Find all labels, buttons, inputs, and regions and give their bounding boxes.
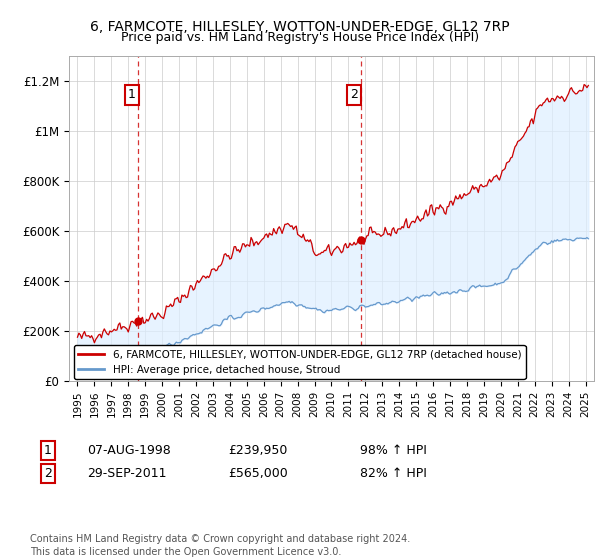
Text: 2: 2	[44, 466, 52, 480]
Text: 1: 1	[128, 88, 136, 101]
Text: 1: 1	[44, 444, 52, 458]
Text: 98% ↑ HPI: 98% ↑ HPI	[360, 444, 427, 458]
Text: 07-AUG-1998: 07-AUG-1998	[87, 444, 171, 458]
Text: 29-SEP-2011: 29-SEP-2011	[87, 466, 167, 480]
Text: Contains HM Land Registry data © Crown copyright and database right 2024.
This d: Contains HM Land Registry data © Crown c…	[30, 534, 410, 557]
Text: £565,000: £565,000	[228, 466, 288, 480]
Text: 82% ↑ HPI: 82% ↑ HPI	[360, 466, 427, 480]
Text: £239,950: £239,950	[228, 444, 287, 458]
Text: 2: 2	[350, 88, 358, 101]
Legend: 6, FARMCOTE, HILLESLEY, WOTTON-UNDER-EDGE, GL12 7RP (detached house), HPI: Avera: 6, FARMCOTE, HILLESLEY, WOTTON-UNDER-EDG…	[74, 346, 526, 379]
Text: 6, FARMCOTE, HILLESLEY, WOTTON-UNDER-EDGE, GL12 7RP: 6, FARMCOTE, HILLESLEY, WOTTON-UNDER-EDG…	[90, 20, 510, 34]
Text: Price paid vs. HM Land Registry's House Price Index (HPI): Price paid vs. HM Land Registry's House …	[121, 31, 479, 44]
